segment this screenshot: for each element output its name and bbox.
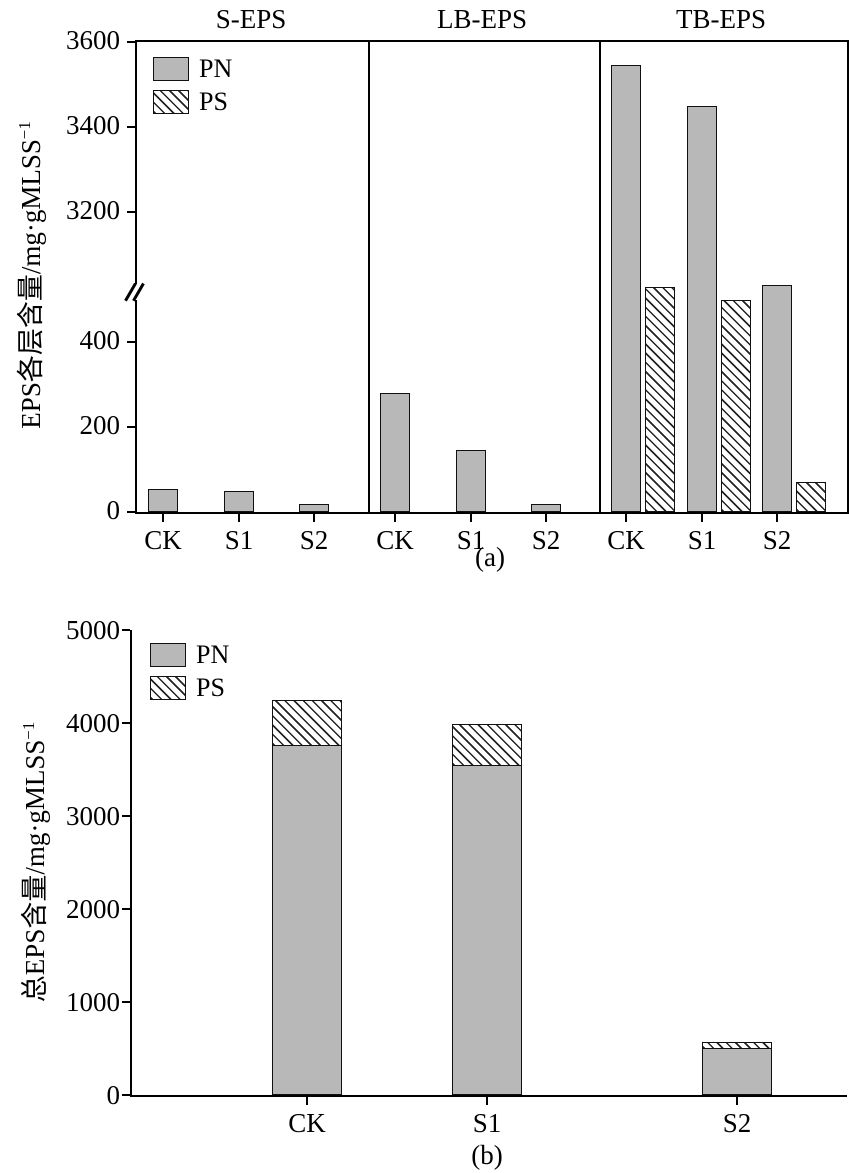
panel-divider <box>368 42 370 512</box>
panel-title-s-eps: S-EPS <box>215 4 287 34</box>
bar-ps-TB-EPS-CK <box>645 286 675 512</box>
y-tick-b <box>122 722 130 724</box>
x-tick-label-a: S1 <box>687 525 717 555</box>
pn-swatch-icon <box>153 57 189 81</box>
panel-title-lb-eps: LB-EPS <box>436 4 528 34</box>
bar-ps-total-S1 <box>452 724 522 766</box>
y-tick-b <box>122 629 130 631</box>
x-tick-label-b: S1 <box>472 1108 502 1138</box>
chart-b: 总EPS含量/mg·gMLSS−1 PN PS CK S1 S2 (b) 0 1000… <box>0 595 849 1173</box>
y-tick-label-b: 4000 <box>66 708 120 738</box>
bar-pn-TB-EPS-S2 <box>762 284 792 512</box>
y-tick-label-a: 400 <box>79 325 121 355</box>
panel-label-b: (b) <box>471 1140 503 1170</box>
y-tick-label-b: 0 <box>106 1080 121 1110</box>
y-tick-label-a: 200 <box>79 410 121 440</box>
x-tick-b <box>736 1097 738 1105</box>
ps-swatch-icon <box>150 676 186 700</box>
panel-divider <box>599 42 601 512</box>
plot-area-b: PN PS CK S1 S2 <box>122 629 847 1138</box>
x-tick-label-a: CK <box>376 525 414 555</box>
legend-label-pn: PN <box>199 54 233 83</box>
panel-label-a: (a) <box>475 542 505 572</box>
legend-label-pn: PN <box>196 640 230 669</box>
bar-pn-LB-EPS-S1 <box>456 450 486 512</box>
x-tick-a <box>162 514 164 522</box>
bar-pn-TB-EPS-S1 <box>687 105 717 512</box>
x-tick-a <box>238 514 240 522</box>
y-tick-b <box>122 1001 130 1003</box>
x-tick-label-a: S1 <box>224 525 254 555</box>
y-tick-b <box>122 908 130 910</box>
axis-break-mark <box>124 282 146 302</box>
x-tick-label-a: CK <box>144 525 182 555</box>
legend-row-ps: PS <box>153 89 232 115</box>
bar-ps-total-S2 <box>702 1042 772 1049</box>
x-tick-a <box>394 514 396 522</box>
x-tick-a <box>313 514 315 522</box>
bar-ps-TB-EPS-S1 <box>721 299 751 512</box>
x-tick-label-a: S2 <box>762 525 792 555</box>
bar-pn-LB-EPS-CK <box>380 393 410 512</box>
bar-pn-S-EPS-S1 <box>224 490 254 512</box>
x-tick-label-b: CK <box>288 1108 326 1138</box>
y-tick-a <box>127 41 135 43</box>
legend-b: PN PS <box>150 642 229 708</box>
legend-row-ps: PS <box>150 675 229 701</box>
y-tick-label-a: 3200 <box>66 195 120 225</box>
y-axis-title-a-main: EPS各层含量/mg·gMLSS <box>16 139 46 429</box>
y-tick-label-a: 3600 <box>66 25 120 55</box>
ps-swatch-icon <box>153 90 189 114</box>
y-tick-label-b: 2000 <box>66 894 120 924</box>
bar-pn-S-EPS-S2 <box>299 504 329 512</box>
chart-a: S-EPS LB-EPS TB-EPS EPS各层含量/mg·gMLSS−1 P… <box>0 0 849 585</box>
panel-title-tb-eps: TB-EPS <box>675 4 767 34</box>
x-tick-label-a: S1 <box>456 525 486 555</box>
bar-pn-total-CK <box>272 745 342 1095</box>
bar-pn-LB-EPS-S2 <box>531 503 561 512</box>
x-tick-a <box>776 514 778 522</box>
x-tick-label-a: S2 <box>299 525 329 555</box>
legend-label-ps: PS <box>196 673 225 702</box>
legend-row-pn: PN <box>153 56 232 82</box>
y-tick-a <box>127 426 135 428</box>
y-tick-a <box>127 211 135 213</box>
y-tick-label-a: 3400 <box>66 110 120 140</box>
y-axis-title-a-text: EPS各层含量/mg·gMLSS−1 <box>10 121 46 428</box>
x-tick-b <box>486 1097 488 1105</box>
legend-a: PN PS <box>153 56 232 122</box>
y-tick-a <box>127 511 135 513</box>
x-tick-a <box>625 514 627 522</box>
bar-pn-total-S2 <box>702 1047 772 1095</box>
plot-area-a: PN PS CK S1 S2 CK S1 S2 CK S1 S2 <box>124 40 849 555</box>
y-axis-title-b-text: 总EPS含量/mg·gMLSS−1 <box>14 722 50 1002</box>
y-tick-label-b: 3000 <box>66 801 120 831</box>
pn-swatch-icon <box>150 643 186 667</box>
bar-pn-TB-EPS-CK <box>611 65 641 512</box>
x-tick-a <box>701 514 703 522</box>
bar-pn-total-S1 <box>452 764 522 1095</box>
y-tick-label-b: 1000 <box>66 987 120 1017</box>
x-tick-a <box>545 514 547 522</box>
y-tick-b <box>122 1094 130 1096</box>
x-tick-label-a: S2 <box>531 525 561 555</box>
y-tick-a <box>127 126 135 128</box>
y-axis-title-b-main: 总EPS含量/mg·gMLSS <box>20 739 50 1003</box>
y-tick-b <box>122 815 130 817</box>
bar-ps-total-CK <box>272 699 342 747</box>
bar-pn-S-EPS-CK <box>148 488 178 512</box>
x-tick-label-a: CK <box>607 525 645 555</box>
y-tick-a <box>127 341 135 343</box>
x-tick-b <box>306 1097 308 1105</box>
legend-label-ps: PS <box>199 87 228 116</box>
y-tick-label-b: 5000 <box>66 615 120 645</box>
y-tick-label-a: 0 <box>106 495 121 525</box>
legend-row-pn: PN <box>150 642 229 668</box>
x-tick-a <box>470 514 472 522</box>
x-tick-label-b: S2 <box>722 1108 752 1138</box>
bar-ps-TB-EPS-S2 <box>796 482 826 512</box>
